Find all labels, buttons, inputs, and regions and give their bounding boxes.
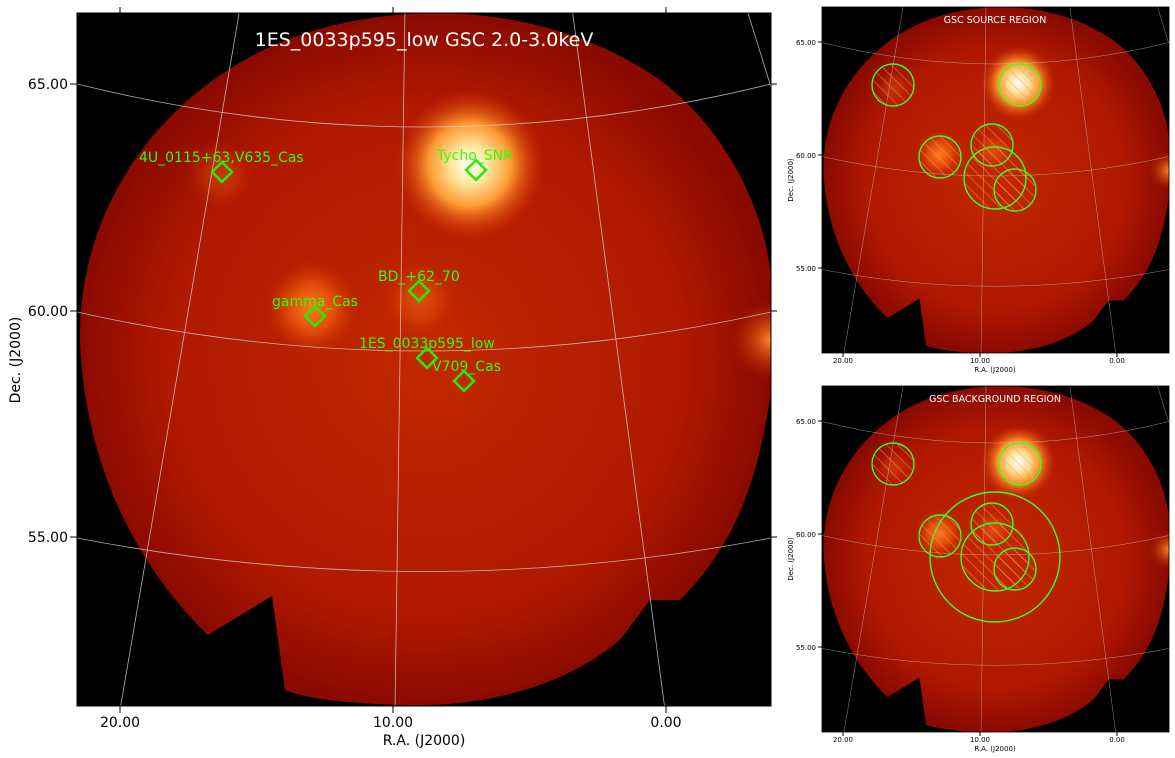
main-title: 1ES_0033p595_low GSC 2.0-3.0keV	[255, 29, 594, 51]
background-panel-title: GSC BACKGROUND REGION	[929, 394, 1061, 405]
background-x-tick-label: 0.00	[1109, 736, 1125, 744]
background-y-tick-label: 60.00	[796, 531, 816, 539]
background-exclusion-v709-cas	[993, 547, 1037, 591]
source-region-panel: GSC SOURCE REGION 20.00 10.00 0.00 65.00…	[787, 6, 1170, 374]
main-y-axis-label: Dec. (J2000)	[8, 317, 24, 404]
background-y-tick-label: 65.00	[796, 418, 816, 426]
source-region-gamma-cas	[918, 135, 962, 179]
source-y-tick-label: 65.00	[796, 39, 816, 47]
main-y-tick-label: 55.00	[28, 530, 68, 546]
background-annulus-outer	[929, 491, 1061, 623]
main-frame	[76, 12, 772, 707]
source-markers	[210, 158, 488, 393]
source-ticks: 20.00 10.00 0.00 65.00 60.00 55.00	[796, 39, 1125, 365]
source-y-axis-label: Dec. (J2000)	[787, 158, 795, 202]
source-label-bd-62-70: BD_+62_70	[378, 269, 460, 285]
background-region-panel: GSC BACKGROUND REGION 20.00 10.00 0.00 6…	[787, 385, 1170, 753]
background-x-tick-label: 10.00	[970, 736, 990, 744]
source-region-v709-cas	[993, 168, 1037, 212]
source-y-tick-label: 55.00	[796, 265, 816, 273]
main-y-tick-label: 60.00	[28, 304, 68, 320]
main-x-ticks: 20.00 10.00 0.00	[100, 7, 682, 731]
main-x-axis-label: R.A. (J2000)	[383, 733, 466, 749]
source-label-1es-0033: 1ES_0033p595_low	[359, 336, 495, 352]
background-ticks: 20.00 10.00 0.00 65.00 60.00 55.00	[796, 418, 1125, 744]
source-marker-1es-0033	[415, 346, 439, 370]
source-labels: 4U_0115+63,V635_Cas Tycho_SNR BD_+62_70 …	[139, 148, 513, 375]
background-sky-image	[822, 386, 1169, 732]
source-marker-bd-62-70	[407, 279, 431, 303]
background-y-axis-label: Dec. (J2000)	[787, 537, 795, 581]
source-sky-image	[822, 7, 1169, 353]
background-exclusion-tycho-snr	[998, 442, 1042, 486]
main-x-tick-label: 0.00	[650, 715, 681, 731]
source-marker-v709-cas	[452, 369, 476, 393]
source-marker-tycho-snr	[464, 158, 488, 182]
main-x-tick-label: 10.00	[373, 715, 413, 731]
source-frame	[821, 6, 1170, 354]
source-x-tick-label: 0.00	[1109, 357, 1125, 365]
background-exclusion-4u-0115	[871, 442, 915, 486]
source-label-4u-0115: 4U_0115+63,V635_Cas	[139, 150, 304, 166]
source-marker-4u-0115	[210, 160, 234, 184]
background-x-tick-label: 20.00	[833, 736, 853, 744]
source-region-4u-0115	[871, 63, 915, 107]
source-region-tycho-snr	[998, 63, 1042, 107]
main-y-tick-label: 65.00	[28, 77, 68, 93]
source-marker-gamma-cas	[303, 304, 327, 328]
source-label-gamma-cas: gamma_Cas	[272, 294, 358, 310]
main-panel: 1ES_0033p595_low GSC 2.0-3.0keV 4U_0115+…	[8, 7, 777, 749]
source-label-tycho-snr: Tycho_SNR	[436, 148, 513, 164]
source-label-v709-cas: V709_Cas	[432, 359, 501, 375]
background-x-axis-label: R.A. (J2000)	[974, 745, 1016, 753]
source-panel-title: GSC SOURCE REGION	[944, 15, 1047, 26]
background-exclusion-gamma-cas	[918, 514, 962, 558]
background-frame	[821, 385, 1170, 733]
source-x-tick-label: 10.00	[970, 357, 990, 365]
source-y-tick-label: 60.00	[796, 152, 816, 160]
main-y-ticks: 65.00 60.00 55.00	[28, 77, 777, 546]
source-x-tick-label: 20.00	[833, 357, 853, 365]
source-x-axis-label: R.A. (J2000)	[974, 366, 1016, 374]
main-x-tick-label: 20.00	[100, 715, 140, 731]
background-y-tick-label: 55.00	[796, 644, 816, 652]
